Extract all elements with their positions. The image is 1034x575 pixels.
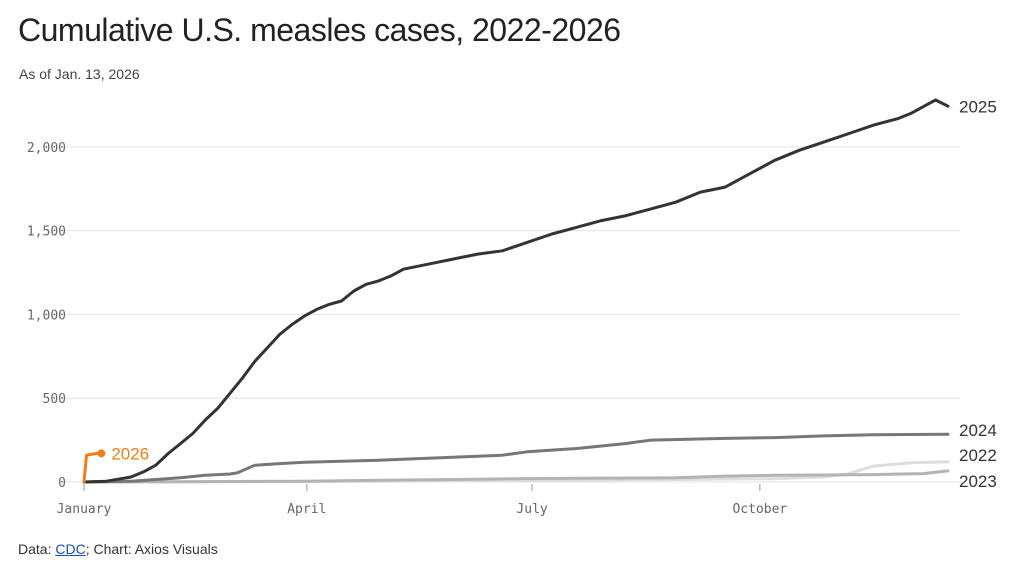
series-label-2025: 2025 — [959, 97, 997, 116]
series-line-2025 — [82, 98, 950, 484]
y-tick-label: 0 — [58, 476, 66, 491]
x-tick-label: October — [732, 502, 787, 517]
series-line-2026 — [82, 451, 103, 484]
series-label-2022: 2022 — [959, 446, 997, 465]
series-lines — [82, 98, 950, 484]
series-line-2024 — [82, 432, 950, 484]
source-suffix: ; Chart: Axios Visuals — [85, 541, 218, 557]
y-tick-label: 500 — [43, 392, 66, 407]
grid-lines — [66, 146, 960, 483]
source-prefix: Data: — [18, 541, 56, 557]
cdc-link[interactable]: CDC — [55, 541, 86, 557]
chart-title: Cumulative U.S. measles cases, 2022-2026 — [18, 12, 621, 48]
series-labels: 2022 2023 2024 2025 2026 — [111, 97, 996, 491]
series-end-marker-2026 — [97, 449, 106, 458]
y-tick-label: 1,500 — [27, 225, 66, 240]
y-axis-ticks: 0 500 1,000 1,500 2,000 — [27, 141, 66, 491]
source-note: Data: CDC; Chart: Axios Visuals — [18, 541, 218, 557]
x-tick-label: July — [516, 502, 547, 517]
chart-subtitle: As of Jan. 13, 2026 — [19, 66, 140, 82]
series-label-2023: 2023 — [959, 472, 997, 491]
x-tick-label: April — [287, 502, 326, 517]
y-tick-label: 1,000 — [27, 308, 66, 323]
series-label-2024: 2024 — [959, 421, 997, 440]
y-tick-label: 2,000 — [27, 141, 66, 156]
series-label-2026: 2026 — [111, 444, 149, 463]
series-line-2023 — [82, 469, 950, 484]
x-tick-label: January — [57, 502, 112, 517]
x-axis-ticks: January April July October — [57, 484, 787, 517]
